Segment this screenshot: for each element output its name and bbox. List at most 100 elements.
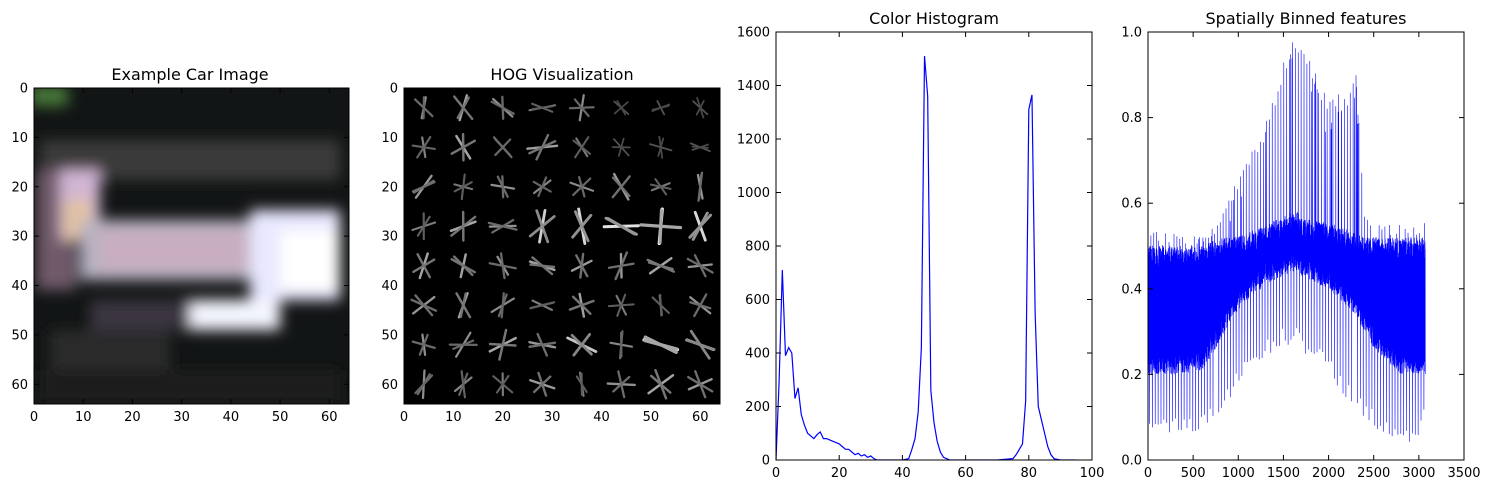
hog-stroke [450, 215, 477, 237]
x-tick-label: 500 [1181, 466, 1206, 481]
x-tick-label: 40 [223, 410, 240, 425]
hog-stroke [612, 375, 631, 393]
y-tick-label: 0 [762, 454, 770, 469]
panel-hog: HOG Visualization 0 10 20 30 40 50 60 0 10 20 30 40… [381, 65, 721, 425]
x-tick-label: 1000 [1222, 466, 1255, 481]
y-tick-label: 1000 [737, 186, 770, 201]
hog-stroke [531, 105, 554, 111]
hog-stroke [651, 296, 670, 315]
y-tick-label: 1600 [737, 26, 770, 41]
plot-frame [1147, 31, 1465, 461]
hog-stroke [646, 258, 675, 273]
y-tick-label: 0.6 [1121, 197, 1142, 212]
hog-stroke [686, 257, 714, 274]
hog-stroke [611, 176, 631, 198]
y-tick-label: 10 [11, 131, 28, 146]
hog-stroke [568, 106, 595, 110]
histogram-line [776, 56, 1077, 460]
y-tick-label: 1.0 [1121, 26, 1142, 41]
hog-stroke [695, 99, 705, 116]
hog-stroke [606, 217, 636, 236]
hog-stroke [495, 374, 510, 394]
x-tick-label: 30 [173, 410, 190, 425]
hog-stroke [689, 301, 712, 310]
y-tick-label: 400 [745, 347, 770, 362]
x-tick-label: 1500 [1267, 466, 1300, 481]
x-tick-label: 40 [593, 410, 610, 425]
x-tick-label: 60 [321, 410, 338, 425]
y-tick-label: 50 [381, 328, 398, 343]
x-tick-label: 3500 [1447, 466, 1480, 481]
chart-title: Example Car Image [111, 65, 268, 84]
y-tick-label: 0.2 [1121, 368, 1142, 383]
y-tick-label: 30 [11, 230, 28, 245]
hog-stroke [687, 375, 714, 393]
hog-stroke [618, 330, 624, 360]
hog-stroke [456, 96, 470, 120]
x-tick-label: 50 [643, 410, 660, 425]
y-tick-label: 0.4 [1121, 282, 1142, 297]
car-image-frame [33, 87, 350, 405]
y-tick-label: 60 [11, 378, 28, 393]
hog-stroke [488, 342, 517, 347]
x-tick-label: 50 [272, 410, 289, 425]
hog-stroke [452, 255, 474, 277]
x-tick-label: 2500 [1357, 466, 1390, 481]
y-tick-label: 40 [381, 279, 398, 294]
chart-title: Spatially Binned features [1206, 9, 1407, 28]
y-tick-label: 20 [11, 180, 28, 195]
hog-stroke [501, 95, 505, 120]
hog-stroke [416, 215, 431, 237]
hog-stroke [410, 298, 438, 312]
hog-stroke [530, 301, 555, 309]
hog-stroke [573, 210, 590, 243]
x-tick-label: 30 [544, 410, 561, 425]
plot-area [776, 32, 1092, 460]
hog-stroke [414, 374, 434, 395]
y-tick-label: 200 [745, 400, 770, 415]
x-tick-label: 0 [1144, 466, 1152, 481]
hog-stroke [528, 341, 557, 348]
hog-stroke [416, 253, 432, 279]
hog-stroke [535, 133, 550, 161]
hog-stroke [450, 139, 477, 155]
hog-stroke [460, 370, 466, 399]
hog-stroke [654, 178, 668, 196]
hog-stroke [537, 176, 548, 198]
x-tick-label: 10 [445, 410, 462, 425]
x-tick-label: 0 [30, 410, 38, 425]
x-tick-label: 0 [772, 466, 780, 481]
y-tick-label: 0 [20, 82, 28, 97]
hog-stroke [651, 103, 671, 112]
y-tick-label: 10 [381, 131, 398, 146]
hog-frame [403, 87, 721, 405]
spatial-features-line [1148, 42, 1426, 442]
hog-stroke [411, 340, 436, 350]
y-tick-label: 30 [381, 230, 398, 245]
hog-image [410, 94, 716, 400]
hog-stroke [528, 215, 556, 238]
hog-stroke [689, 329, 711, 360]
y-tick-label: 0.0 [1121, 454, 1142, 469]
chart-title: HOG Visualization [490, 65, 633, 84]
x-tick-label: 60 [692, 410, 709, 425]
histogram-axes: 0 20 40 60 80 1000200400600800100012001400160… [737, 26, 1105, 482]
x-tick-label: 3000 [1402, 466, 1435, 481]
x-tick-label: 60 [957, 466, 974, 481]
hog-axes: 0 10 20 30 40 50 60 0 10 20 30 40 50 60 [381, 82, 720, 425]
hog-stroke [416, 135, 432, 159]
hog-stroke [459, 292, 467, 319]
hog-stroke [537, 371, 548, 397]
hog-stroke [453, 181, 473, 193]
spatial-axes: 0 500 1000 1500 2000 2500 3000 3500 0.0 0.2 0.4 0.6… [1121, 26, 1480, 482]
x-tick-label: 10 [75, 410, 92, 425]
hog-stroke [492, 136, 513, 159]
y-tick-label: 0 [390, 82, 398, 97]
hog-stroke [412, 179, 435, 194]
car-image-axes: 0 10 20 30 40 50 60 0 10 20 30 40 50 60 [11, 82, 349, 425]
y-tick-label: 0.8 [1121, 111, 1142, 126]
hog-stroke [616, 293, 627, 317]
x-tick-label: 0 [400, 410, 408, 425]
hog-stroke [607, 262, 635, 269]
